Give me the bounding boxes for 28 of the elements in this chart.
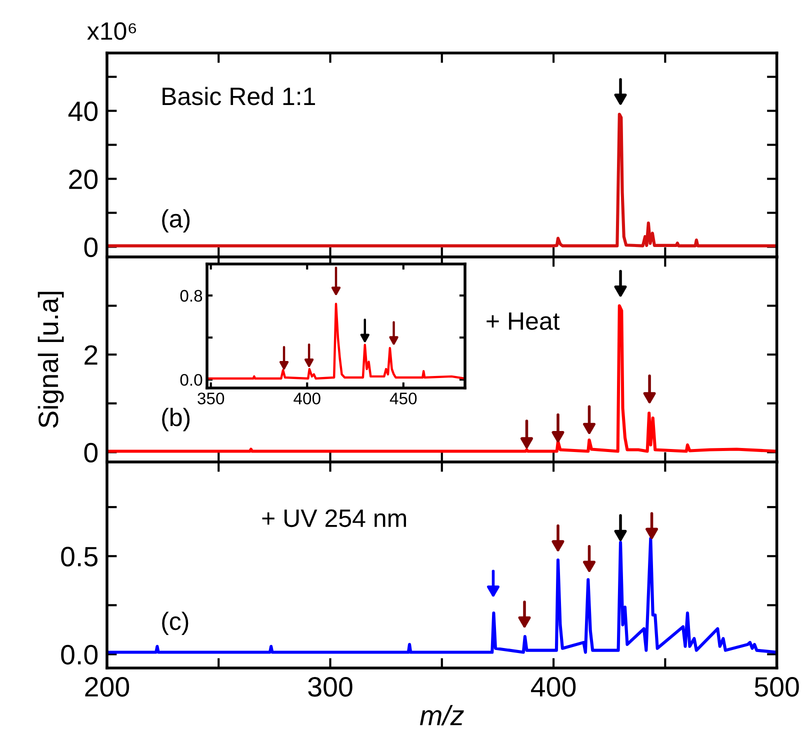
x-tick-label: 400: [294, 392, 320, 404]
x-tick-label: 350: [198, 392, 224, 404]
y-tick-label: 0.5: [61, 546, 98, 566]
x-tick-label: 300: [308, 677, 352, 697]
x-tick-label: 500: [754, 677, 799, 697]
x-tick-label: 200: [85, 677, 130, 697]
y-tick-label: 40: [68, 101, 98, 122]
y-tick-label: 2: [84, 345, 98, 365]
annotation: (a): [162, 209, 190, 233]
x-axis-title: m/z: [420, 704, 464, 726]
x-tick-label: 450: [390, 392, 417, 404]
y-tick-label: 0.0: [61, 644, 98, 665]
y-tick-label: 20: [69, 169, 98, 190]
annotation: Basic Red 1:1: [162, 86, 315, 106]
annotation: (b): [162, 408, 190, 432]
annotation: (c): [162, 612, 188, 635]
line-series: [106, 112, 777, 248]
y-tick-label: 0: [84, 237, 98, 258]
y-tick-label: 0: [84, 442, 98, 463]
line-series: [207, 302, 466, 380]
line-series: [106, 304, 777, 453]
annotation: + UV 254 nm: [262, 509, 406, 528]
annotation: + Heat: [486, 312, 560, 330]
y-tick-label: 0.8: [180, 290, 202, 302]
text: x10⁶: [87, 22, 136, 40]
y-axis-title: Signal [u.a]: [38, 292, 64, 428]
y-tick-label: 0.0: [180, 374, 202, 386]
x-tick-label: 400: [531, 677, 576, 697]
